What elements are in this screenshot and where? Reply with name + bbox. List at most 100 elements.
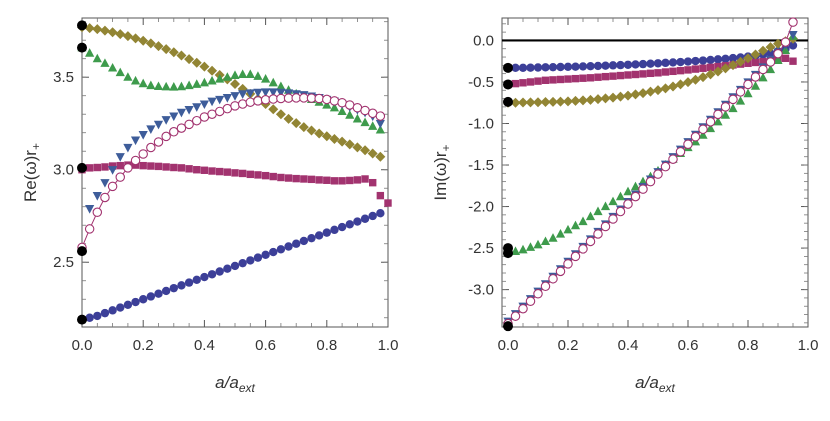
x-axis-label: a/aext bbox=[215, 373, 255, 395]
data-point bbox=[261, 171, 270, 180]
data-point bbox=[237, 99, 248, 109]
data-point bbox=[276, 88, 286, 98]
y-tick-label: -0.5 bbox=[468, 74, 494, 91]
series-magenta-open-circles bbox=[503, 17, 798, 329]
data-point bbox=[503, 248, 513, 259]
data-point bbox=[223, 168, 232, 176]
data-point bbox=[615, 191, 626, 201]
data-point bbox=[751, 58, 760, 67]
data-point bbox=[253, 253, 263, 262]
data-point bbox=[369, 178, 377, 187]
data-point bbox=[315, 176, 323, 184]
data-point bbox=[230, 79, 240, 90]
data-point bbox=[153, 137, 164, 147]
data-point bbox=[743, 88, 753, 98]
data-point bbox=[146, 125, 156, 135]
data-point bbox=[525, 296, 536, 306]
data-point bbox=[92, 53, 102, 63]
data-point bbox=[345, 110, 355, 119]
data-point bbox=[367, 148, 378, 159]
data-point bbox=[337, 136, 348, 147]
data-point bbox=[101, 163, 109, 171]
data-point bbox=[585, 236, 596, 247]
data-point bbox=[238, 69, 248, 79]
data-point bbox=[593, 61, 603, 71]
data-point bbox=[268, 77, 278, 87]
data-point bbox=[170, 163, 178, 172]
data-point bbox=[668, 58, 678, 67]
data-point bbox=[85, 48, 95, 57]
data-point bbox=[84, 23, 95, 34]
data-point bbox=[615, 206, 626, 217]
data-point bbox=[154, 289, 163, 298]
data-point bbox=[245, 69, 255, 79]
data-point bbox=[254, 171, 262, 179]
data-point bbox=[720, 110, 731, 119]
data-point bbox=[176, 81, 187, 91]
data-point bbox=[123, 300, 133, 309]
data-point bbox=[260, 95, 271, 105]
data-point bbox=[653, 169, 663, 179]
data-point bbox=[314, 128, 325, 139]
data-point bbox=[292, 239, 301, 248]
data-point bbox=[623, 199, 633, 209]
data-point bbox=[208, 167, 216, 175]
data-point bbox=[518, 303, 528, 314]
data-point bbox=[578, 95, 588, 106]
x-tick-label: 0.6 bbox=[678, 337, 699, 354]
data-point bbox=[184, 54, 195, 65]
data-point bbox=[99, 25, 110, 36]
data-point bbox=[601, 72, 610, 81]
data-point bbox=[518, 244, 528, 254]
data-point bbox=[200, 166, 209, 174]
data-point bbox=[93, 311, 102, 321]
data-point bbox=[330, 225, 339, 235]
data-point bbox=[116, 161, 124, 170]
data-point bbox=[586, 61, 595, 71]
data-point bbox=[269, 247, 278, 257]
data-point bbox=[728, 60, 738, 71]
series-black-start-dots bbox=[77, 20, 87, 325]
data-point bbox=[138, 130, 148, 140]
data-point bbox=[238, 169, 247, 178]
data-point bbox=[184, 105, 194, 115]
data-point bbox=[77, 246, 87, 257]
y-tick-label: -2.5 bbox=[468, 240, 494, 257]
data-point bbox=[216, 167, 224, 176]
series-olive-diamonds bbox=[77, 22, 386, 162]
data-point bbox=[230, 101, 240, 111]
data-point bbox=[122, 31, 133, 42]
data-point bbox=[130, 136, 141, 146]
data-point bbox=[84, 224, 95, 234]
data-point bbox=[503, 321, 513, 332]
data-point bbox=[139, 161, 147, 170]
data-point bbox=[661, 68, 670, 76]
data-point bbox=[138, 35, 149, 46]
data-point bbox=[77, 314, 87, 325]
left-panel-re-omega: 0.0 0.2 0.4 0.6 0.8 1.0 2.5 3.0 3.5 a/aext Re(ω)r+ bbox=[21, 17, 398, 395]
data-point bbox=[698, 72, 708, 83]
data-point bbox=[269, 172, 277, 181]
data-point bbox=[789, 57, 797, 65]
data-point bbox=[139, 295, 148, 304]
data-point bbox=[518, 63, 528, 73]
data-point bbox=[108, 162, 117, 170]
data-point bbox=[176, 108, 187, 118]
data-point bbox=[758, 64, 768, 75]
data-point bbox=[276, 245, 286, 254]
data-point bbox=[773, 38, 783, 49]
data-point bbox=[540, 97, 551, 108]
data-point bbox=[638, 88, 648, 99]
data-point bbox=[261, 74, 271, 83]
data-point bbox=[743, 53, 753, 64]
right-panel-im-omega: 0.0 0.2 0.4 0.6 0.8 1.0 0.0 -0.5 -1.0 -1.5 -2.0 -2.… bbox=[431, 17, 818, 395]
data-point bbox=[638, 184, 648, 194]
data-point bbox=[192, 275, 201, 285]
data-point bbox=[691, 56, 700, 66]
data-point bbox=[676, 66, 685, 75]
data-point bbox=[275, 109, 286, 120]
data-point bbox=[330, 177, 339, 185]
data-point bbox=[253, 88, 263, 98]
data-point bbox=[329, 96, 340, 106]
data-point bbox=[161, 116, 171, 125]
